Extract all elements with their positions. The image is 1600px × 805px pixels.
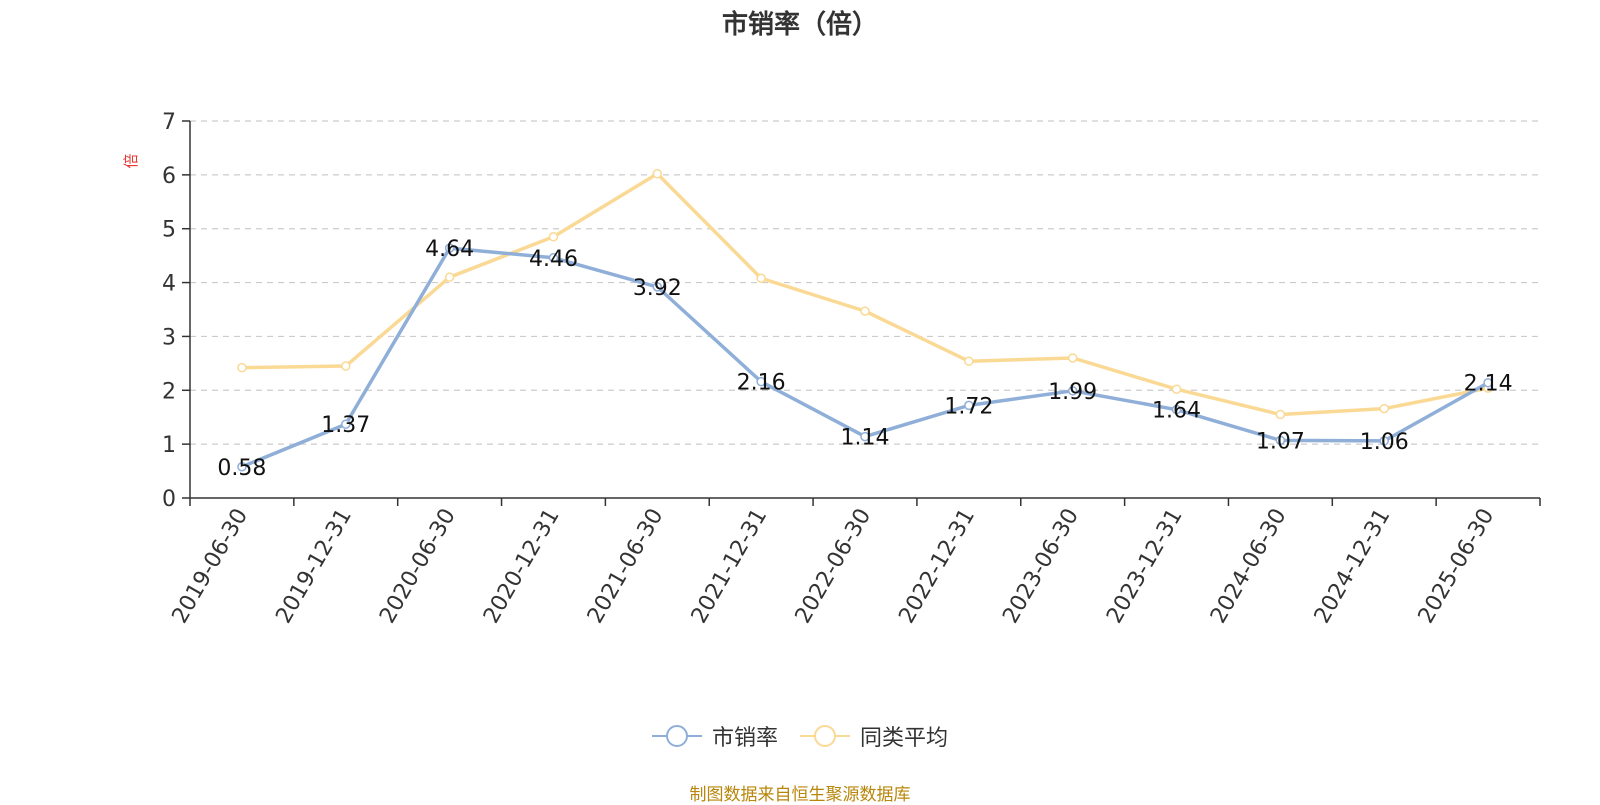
data-point-series-1 (1067, 353, 1078, 363)
data-point-series-0 (1067, 386, 1078, 396)
data-point-series-0 (548, 253, 559, 263)
x-tick-label: 2021-12-31 (687, 505, 773, 628)
data-point-series-0 (1275, 435, 1286, 446)
chart-title: 市销率（倍） (721, 10, 878, 40)
data-point-series-0 (341, 419, 351, 429)
x-tick-label: 2020-12-31 (479, 505, 565, 628)
data-point-series-0 (444, 243, 455, 253)
y-tick-label: 3 (162, 325, 176, 350)
data-point-series-1 (444, 272, 455, 282)
data-point-series-1 (341, 361, 351, 371)
y-tick-label: 7 (162, 110, 176, 135)
data-point-series-1 (1379, 403, 1389, 414)
data-point-series-0 (1483, 377, 1493, 388)
y-tick-label: 2 (162, 379, 176, 404)
data-label: 1.64 (1152, 399, 1201, 424)
data-point-series-1 (756, 273, 766, 284)
x-tick-label: 2021-06-30 (583, 505, 669, 628)
x-tick-label: 2020-06-30 (375, 505, 461, 628)
data-point-series-1 (652, 169, 663, 179)
x-tick-label: 2019-06-30 (168, 505, 254, 628)
data-label: 1.14 (841, 426, 890, 451)
data-label: 1.99 (1048, 380, 1097, 405)
data-label: 4.64 (425, 237, 474, 262)
data-label: 4.46 (529, 247, 578, 272)
x-tick-label: 2024-06-30 (1206, 505, 1292, 628)
data-label: 3.92 (633, 276, 682, 301)
data-point-series-0 (964, 400, 974, 411)
y-tick-label: 0 (162, 487, 176, 512)
data-point-series-1 (548, 232, 559, 242)
data-point-series-1 (237, 362, 247, 373)
data-label: 1.07 (1256, 429, 1305, 454)
legend-label-pe-ratio: 市销率 (711, 726, 778, 751)
data-point-series-1 (1171, 384, 1182, 394)
data-label: 1.06 (1360, 430, 1409, 455)
legend-item-peer-average[interactable]: 同类平均 (800, 720, 948, 752)
y-axis-unit-label: 倍 (122, 153, 140, 168)
data-point-series-1 (860, 306, 870, 316)
data-label: 2.14 (1464, 372, 1513, 397)
x-tick-label: 2024-12-31 (1310, 505, 1396, 628)
y-tick-label: 5 (162, 218, 176, 243)
data-point-series-0 (237, 462, 247, 472)
x-tick-label: 2019-12-31 (271, 505, 357, 628)
legend-swatch-peer-average (800, 725, 850, 747)
legend: 市销率 同类平均 (0, 720, 1600, 752)
data-label: 0.58 (217, 456, 266, 481)
legend-swatch-pe-ratio (651, 725, 702, 747)
legend-label-peer-average: 同类平均 (860, 726, 949, 751)
data-point-series-0 (652, 282, 663, 292)
data-point-series-0 (756, 376, 766, 387)
data-point-series-0 (1379, 436, 1389, 446)
data-label: 1.72 (944, 394, 993, 419)
data-point-series-1 (964, 356, 974, 366)
x-tick-label: 2022-12-31 (894, 505, 980, 628)
data-label: 1.37 (321, 413, 370, 438)
data-label: 2.16 (737, 371, 786, 396)
data-point-series-1 (1275, 409, 1286, 420)
x-tick-label: 2023-12-31 (1102, 505, 1188, 628)
legend-item-pe-ratio[interactable]: 市销率 (651, 720, 778, 752)
y-tick-label: 6 (162, 164, 176, 189)
x-tick-label: 2025-06-30 (1414, 505, 1500, 628)
y-tick-label: 1 (162, 433, 176, 458)
x-tick-label: 2023-06-30 (998, 505, 1084, 628)
x-tick-label: 2022-06-30 (791, 505, 877, 628)
data-point-series-0 (860, 431, 870, 442)
series-line-1 (241, 172, 1489, 417)
source-note: 制图数据来自恒生聚源数据库 (689, 785, 911, 805)
data-point-series-0 (1171, 404, 1182, 415)
y-tick-label: 4 (162, 272, 176, 297)
